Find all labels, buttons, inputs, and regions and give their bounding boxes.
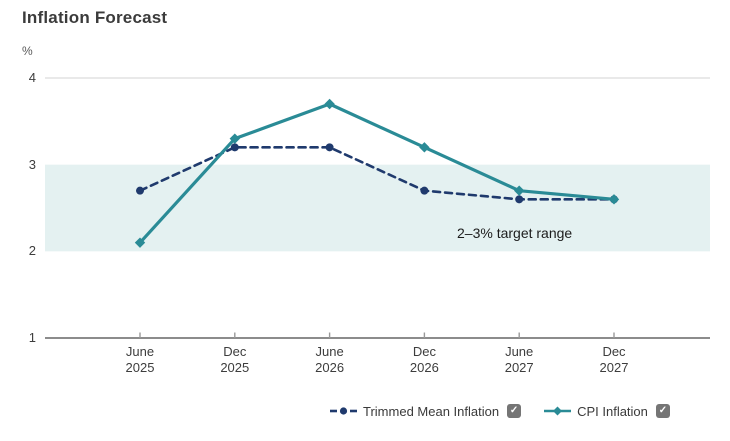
y-axis-unit-label: % [22, 44, 33, 58]
legend-checkbox-cpi-inflation[interactable]: ✓ [655, 404, 670, 418]
legend-item-trimmed-mean-inflation: Trimmed Mean Inflation ✓ [330, 403, 522, 419]
solid-line-diamond-marker-icon [544, 406, 572, 416]
legend-item-cpi-inflation: CPI Inflation ✓ [544, 404, 670, 419]
data-point-trimmed-mean-inflation [325, 143, 334, 152]
chart-legend: Trimmed Mean Inflation ✓ CPI Inflation ✓ [330, 402, 670, 420]
legend-checkbox-trimmed-mean-inflation[interactable]: ✓ [507, 404, 522, 418]
legend-label-cpi-inflation: CPI Inflation [577, 403, 648, 419]
target-range-band [45, 164, 710, 252]
data-point-cpi-inflation [514, 185, 525, 196]
data-point-trimmed-mean-inflation [515, 195, 524, 204]
y-axis-label-3: 3 [28, 156, 36, 172]
x-axis-label-dec-2027: Dec 2027 [599, 344, 629, 375]
target-range-label: 2–3% target range [457, 225, 573, 241]
x-axis-label-dec-2026: Dec 2026 [409, 344, 439, 375]
legend-label-trimmed-mean-inflation: Trimmed Mean Inflation [363, 403, 500, 419]
data-point-cpi-inflation [608, 194, 620, 205]
data-point-trimmed-mean-inflation [420, 186, 429, 195]
y-axis-label-1: 1 [28, 330, 36, 345]
data-point-cpi-inflation [419, 142, 430, 153]
x-axis-label-june-2027: June 2027 [504, 344, 534, 375]
series-line-cpi-inflation [138, 102, 616, 245]
data-point-trimmed-mean-inflation [230, 143, 239, 152]
y-axis-label-4: 4 [28, 70, 36, 85]
x-axis-label-dec-2025: Dec 2025 [220, 344, 250, 375]
x-axis-label-june-2025: June 2025 [125, 344, 155, 375]
y-axis-label-2: 2 [28, 243, 36, 259]
page-title: Inflation Forecast [22, 8, 168, 27]
x-axis-label-june-2026: June 2026 [315, 344, 345, 375]
data-point-cpi-inflation [324, 98, 335, 110]
dashed-line-circle-marker-icon [330, 407, 357, 415]
data-point-cpi-inflation [229, 133, 240, 144]
data-point-cpi-inflation [134, 237, 146, 248]
data-point-trimmed-mean-inflation [136, 186, 144, 195]
